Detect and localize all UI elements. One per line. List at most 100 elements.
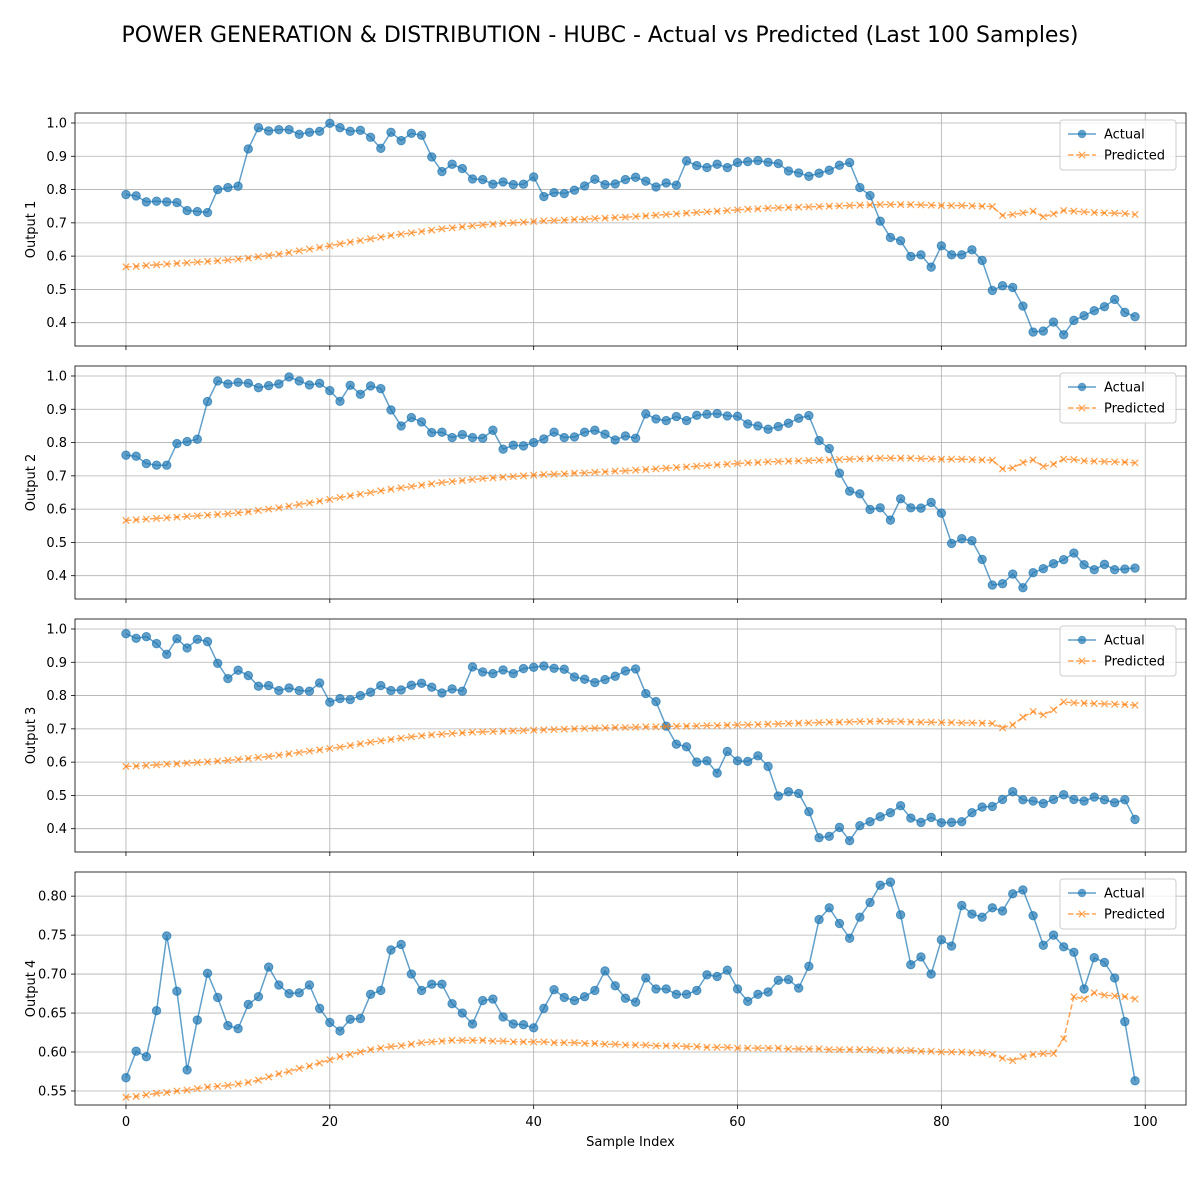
legend-box [1059, 878, 1177, 930]
point-actual [865, 897, 875, 908]
point-actual [1120, 307, 1130, 318]
point-actual [753, 421, 763, 431]
point-actual [355, 389, 366, 399]
point-actual [763, 424, 773, 434]
point-actual [1069, 794, 1079, 805]
point-actual [579, 181, 590, 191]
point-predicted [611, 723, 619, 732]
point-predicted [805, 1045, 813, 1053]
point-predicted [601, 468, 609, 476]
point-predicted [193, 258, 201, 266]
point-actual [1130, 1076, 1140, 1086]
point-predicted [275, 751, 283, 759]
point-actual [743, 419, 753, 429]
point-actual [141, 1051, 152, 1062]
point-predicted [631, 1041, 640, 1049]
point-predicted [285, 502, 293, 510]
legend-label-predicted: Predicted [1104, 908, 1165, 923]
point-actual [416, 130, 427, 141]
point-actual [549, 984, 559, 995]
point-predicted [723, 721, 731, 729]
y-axis-label: Output 2 [24, 454, 39, 512]
point-predicted [1049, 1049, 1058, 1058]
point-predicted [703, 208, 711, 216]
point-actual [1038, 940, 1049, 950]
point-predicted [214, 757, 222, 765]
point-predicted [366, 1046, 375, 1054]
point-actual [1109, 565, 1120, 575]
point-predicted [937, 201, 946, 210]
point-actual [865, 504, 875, 515]
point-predicted [275, 1070, 283, 1078]
point-actual [284, 124, 294, 135]
y-tick-label: 0.8 [46, 436, 67, 451]
point-predicted [346, 238, 354, 246]
point-predicted [540, 217, 548, 225]
point-actual [885, 515, 896, 525]
point-predicted [173, 1087, 181, 1095]
point-predicted [896, 1046, 905, 1055]
point-predicted [326, 744, 334, 753]
point-actual [895, 494, 906, 504]
y-axis-label: Output 1 [24, 201, 39, 259]
point-actual [885, 877, 896, 887]
point-predicted [142, 515, 151, 523]
point-predicted [203, 758, 212, 766]
point-predicted [417, 227, 426, 236]
point-predicted [193, 758, 201, 767]
point-actual [1028, 568, 1038, 578]
point-actual [1120, 564, 1130, 574]
point-actual [1130, 312, 1140, 322]
point-predicted [937, 1048, 946, 1056]
point-predicted [530, 1038, 538, 1046]
point-actual [212, 184, 223, 195]
point-actual [253, 681, 264, 691]
point-predicted [876, 717, 884, 725]
point-actual [763, 761, 773, 772]
point-actual [508, 668, 518, 679]
point-predicted [326, 495, 334, 504]
series-line-actual [125, 881, 1136, 1081]
point-predicted [428, 731, 436, 739]
point-actual [783, 418, 794, 428]
point-actual [284, 683, 294, 693]
point-actual [946, 538, 957, 549]
point-actual [355, 690, 366, 701]
point-actual [885, 232, 896, 243]
point-actual [528, 437, 539, 448]
point-actual [641, 688, 651, 699]
point-predicted [438, 730, 446, 738]
point-actual [681, 742, 692, 752]
point-predicted [713, 207, 721, 215]
point-predicted [672, 463, 681, 472]
point-actual [528, 662, 539, 672]
point-predicted [1060, 698, 1068, 706]
point-actual [671, 989, 682, 1000]
point-actual [804, 961, 814, 971]
y-tick-label: 0.7 [46, 216, 67, 231]
point-predicted [927, 455, 935, 463]
point-predicted [183, 759, 191, 767]
point-actual [539, 434, 549, 444]
point-actual [182, 205, 192, 216]
point-predicted [560, 470, 568, 478]
point-predicted [305, 499, 314, 507]
point-actual [478, 174, 488, 185]
point-actual [396, 939, 406, 950]
point-predicted [805, 456, 813, 465]
legend-marker-predicted [1078, 657, 1086, 665]
point-predicted [815, 202, 823, 211]
point-predicted [570, 1039, 579, 1047]
point-actual [936, 935, 947, 945]
point-predicted [295, 500, 303, 509]
point-actual [987, 903, 998, 913]
point-predicted [886, 200, 895, 209]
point-actual [559, 992, 569, 1003]
point-predicted [1121, 700, 1129, 709]
point-actual [345, 380, 355, 391]
legend-label-actual: Actual [1104, 128, 1145, 143]
point-predicted [203, 1083, 212, 1091]
point-actual [162, 460, 172, 470]
point-actual [712, 408, 722, 419]
y-tick-label: 0.4 [46, 316, 67, 331]
